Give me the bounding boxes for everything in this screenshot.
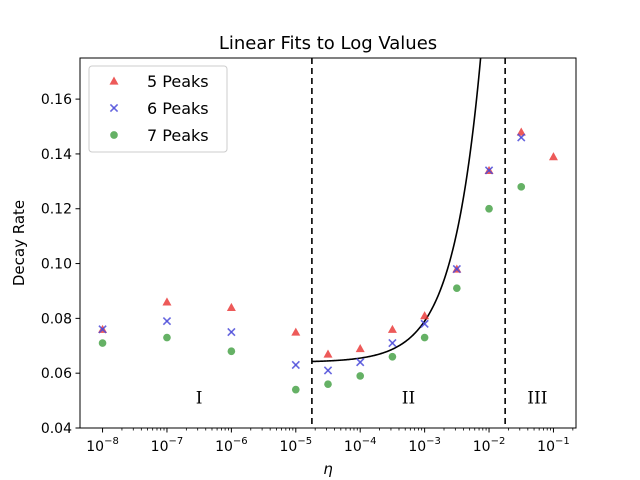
data-point xyxy=(516,127,526,136)
legend-marker xyxy=(110,131,118,139)
plot-frame xyxy=(79,57,577,429)
data-point xyxy=(324,380,332,388)
data-point xyxy=(484,166,494,175)
data-point xyxy=(291,385,300,394)
data-point xyxy=(485,204,493,213)
chart-title: Linear Fits to Log Values xyxy=(219,33,437,54)
marker-stroke xyxy=(162,316,172,326)
x-tick-label: 10−1 xyxy=(537,436,570,455)
data-point xyxy=(452,264,461,274)
data-point xyxy=(356,372,365,380)
series-5-peaks xyxy=(98,127,558,358)
legend-label: 6 Peaks xyxy=(147,99,209,118)
data-point xyxy=(163,333,171,342)
data-point xyxy=(162,297,172,306)
marker-stroke xyxy=(420,319,429,329)
legend-marker xyxy=(109,76,119,85)
data-point xyxy=(291,360,300,370)
marker-stroke xyxy=(517,133,526,142)
x-axis-label: η xyxy=(323,460,333,478)
marker-stroke xyxy=(323,366,333,375)
legend-label: 5 Peaks xyxy=(147,72,209,91)
data-point xyxy=(355,344,365,353)
data-point xyxy=(420,311,430,320)
series-7-peaks xyxy=(98,182,526,394)
marker-stroke xyxy=(291,360,300,370)
marker-stroke xyxy=(388,338,397,348)
legend-marker xyxy=(109,103,119,113)
region-label: III xyxy=(527,388,547,408)
region-label: I xyxy=(196,388,203,408)
y-tick-label: 0.08 xyxy=(41,311,72,327)
data-point xyxy=(388,352,397,361)
y-tick-label: 0.04 xyxy=(41,421,72,437)
legend: 5 Peaks 6 Peaks 7 Peaks xyxy=(88,65,228,153)
marker-stroke xyxy=(484,166,494,175)
fit-curve xyxy=(311,58,482,363)
marker-stroke xyxy=(98,325,107,334)
y-tick-label: 0.14 xyxy=(41,147,72,163)
marker-stroke xyxy=(452,264,461,274)
data-point xyxy=(291,327,301,336)
data-point xyxy=(98,339,107,347)
y-axis-label: Decay Rate xyxy=(10,200,28,286)
data-point xyxy=(356,358,365,367)
data-point xyxy=(323,349,333,358)
marker-stroke xyxy=(227,327,236,337)
data-point xyxy=(323,366,333,375)
data-point xyxy=(227,347,236,356)
data-point xyxy=(387,324,397,333)
data-point xyxy=(420,333,429,342)
data-point xyxy=(227,327,236,337)
x-tick-label: 10−8 xyxy=(86,436,119,455)
data-point xyxy=(98,325,107,334)
x-tick-label: 10−7 xyxy=(151,436,184,455)
data-point xyxy=(162,316,172,326)
legend-box xyxy=(88,65,228,153)
data-point xyxy=(517,133,526,142)
data-point xyxy=(453,284,461,293)
data-point xyxy=(548,152,558,161)
y-tick-label: 0.16 xyxy=(41,92,72,108)
y-tick-label: 0.10 xyxy=(41,257,72,273)
region-label: II xyxy=(402,388,415,408)
x-tick-label: 10−4 xyxy=(344,436,377,455)
data-point xyxy=(226,302,236,312)
legend-label: 7 Peaks xyxy=(147,126,209,145)
x-tick-label: 10−6 xyxy=(215,436,248,455)
y-tick-label: 0.06 xyxy=(41,366,72,382)
x-tick-label: 10−2 xyxy=(473,436,506,455)
x-tick-label: 10−3 xyxy=(408,436,441,455)
marker-stroke xyxy=(356,358,365,367)
y-tick-label: 0.12 xyxy=(41,202,72,218)
data-point xyxy=(517,182,526,191)
series-6-peaks xyxy=(98,133,526,375)
x-tick-label: 10−5 xyxy=(280,436,313,455)
marker-stroke xyxy=(109,103,119,113)
data-point xyxy=(388,338,397,348)
data-point xyxy=(420,319,429,329)
